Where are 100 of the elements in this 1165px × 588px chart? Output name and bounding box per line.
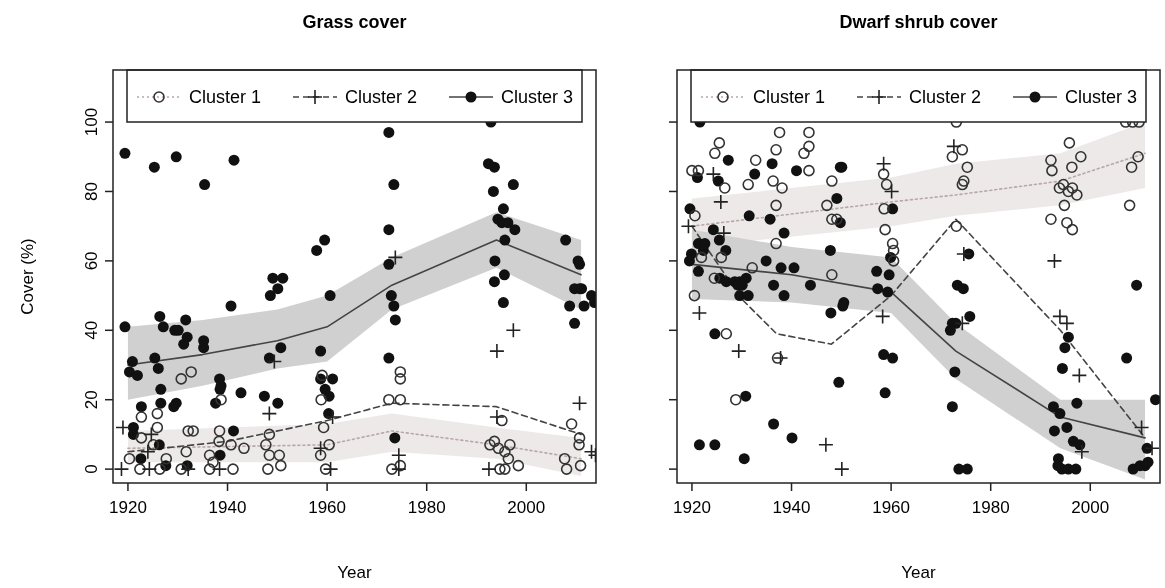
point xyxy=(818,437,834,453)
point xyxy=(730,343,747,359)
x-tick-label: 1980 xyxy=(971,498,1010,517)
point xyxy=(505,322,522,339)
point xyxy=(394,393,407,406)
point xyxy=(213,435,225,448)
y-tick-label: 20 xyxy=(82,390,101,410)
point xyxy=(565,418,578,430)
point xyxy=(489,409,505,425)
point xyxy=(691,305,708,321)
point xyxy=(883,183,900,200)
point xyxy=(317,421,330,434)
point xyxy=(492,442,505,455)
x-axis-title: Year xyxy=(901,563,937,582)
point xyxy=(1133,419,1150,436)
point xyxy=(312,440,329,457)
point xyxy=(502,452,515,465)
point xyxy=(394,373,407,385)
point xyxy=(1074,443,1090,460)
point xyxy=(316,369,328,382)
point xyxy=(262,463,274,475)
x-tick-label: 1940 xyxy=(208,498,247,517)
point xyxy=(225,439,237,451)
point xyxy=(175,463,188,475)
point xyxy=(141,461,158,477)
point xyxy=(394,459,407,472)
point xyxy=(151,421,164,434)
x-tick-label: 1980 xyxy=(407,498,446,517)
legend-label: Cluster 2 xyxy=(909,87,982,107)
point xyxy=(182,425,194,437)
point xyxy=(705,166,722,182)
point xyxy=(207,456,219,468)
x-tick-label: 2000 xyxy=(507,498,546,517)
y-tick-label: 100 xyxy=(82,107,101,137)
point xyxy=(716,225,732,241)
y-tick-label: 40 xyxy=(82,320,101,340)
point xyxy=(263,449,276,462)
point xyxy=(558,452,571,465)
point xyxy=(499,463,511,475)
point xyxy=(261,405,278,422)
point xyxy=(1144,440,1160,457)
point xyxy=(185,366,197,378)
point xyxy=(180,461,196,477)
point xyxy=(203,463,216,475)
point xyxy=(154,463,166,475)
point xyxy=(147,439,160,451)
legend-label: Cluster 3 xyxy=(501,87,574,107)
y-tick-label: 80 xyxy=(82,182,101,201)
point xyxy=(315,393,327,406)
point xyxy=(394,366,407,378)
point xyxy=(946,138,962,155)
point xyxy=(180,445,192,458)
point xyxy=(123,452,136,465)
point xyxy=(874,308,891,325)
point xyxy=(875,155,892,172)
x-tick-label: 1960 xyxy=(308,498,347,517)
point xyxy=(143,426,160,443)
point xyxy=(680,218,697,234)
chart-title: Grass cover xyxy=(302,12,407,32)
point xyxy=(213,425,226,437)
point xyxy=(151,407,164,420)
point xyxy=(481,461,497,477)
point xyxy=(260,439,272,451)
point xyxy=(1071,367,1088,384)
x-tick-label: 1940 xyxy=(772,498,811,517)
point xyxy=(496,414,508,427)
point xyxy=(391,461,407,477)
point xyxy=(488,435,501,448)
x-axis-title: Year xyxy=(337,563,373,582)
point xyxy=(187,425,199,437)
x-tick-label: 1920 xyxy=(109,498,147,517)
point xyxy=(499,445,511,458)
point xyxy=(323,439,335,451)
point xyxy=(134,463,146,475)
point xyxy=(484,439,496,451)
point xyxy=(115,419,131,436)
point xyxy=(834,461,850,477)
x-tick-label: 2000 xyxy=(1071,498,1110,517)
y-tick-label: 0 xyxy=(82,464,101,474)
y-axis-title: Cover (%) xyxy=(18,238,37,315)
point xyxy=(211,461,228,477)
point xyxy=(386,463,398,475)
legend-label: Cluster 1 xyxy=(189,87,262,107)
point xyxy=(227,463,239,475)
legend-label: Cluster 1 xyxy=(753,87,826,107)
legend-label: Cluster 2 xyxy=(345,87,418,107)
point xyxy=(573,432,586,444)
point xyxy=(1046,253,1063,269)
point xyxy=(956,246,972,262)
point xyxy=(573,439,585,451)
point xyxy=(135,432,148,444)
point xyxy=(140,443,156,460)
point xyxy=(772,350,789,366)
legend-label: Cluster 3 xyxy=(1065,87,1138,107)
point xyxy=(275,459,287,472)
point xyxy=(322,461,339,477)
chart-title: Dwarf shrub cover xyxy=(839,12,998,32)
point xyxy=(494,463,506,475)
point xyxy=(713,194,729,210)
point xyxy=(489,343,505,359)
